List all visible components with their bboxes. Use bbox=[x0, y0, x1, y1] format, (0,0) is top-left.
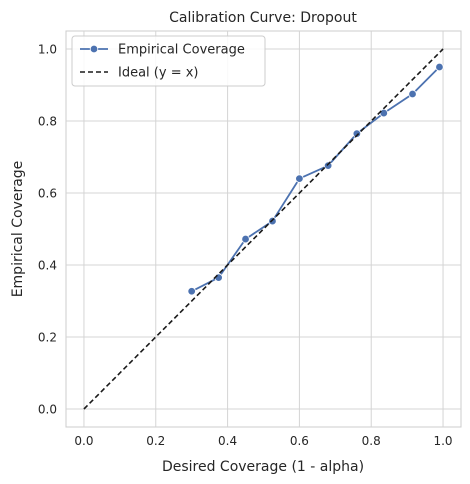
legend-box bbox=[71, 35, 266, 87]
series-line-empirical-coverage bbox=[191, 66, 441, 293]
x-tick-label: 0.8 bbox=[362, 434, 381, 448]
data-point-empirical-coverage bbox=[241, 234, 250, 244]
legend-label-empirical: Empirical Coverage bbox=[118, 43, 245, 58]
y-tick-label: 0.8 bbox=[38, 115, 57, 129]
x-tick-label: 0.2 bbox=[146, 434, 165, 448]
y-tick-label: 0.0 bbox=[38, 403, 57, 417]
data-point-empirical-coverage bbox=[408, 89, 417, 99]
data-point-empirical-coverage bbox=[187, 287, 196, 296]
x-axis-label: Desired Coverage (1 - alpha) bbox=[162, 459, 364, 475]
legend-label-ideal: Ideal (y = x) bbox=[118, 66, 198, 81]
x-tick-labels: 0.0 0.2 0.4 0.6 0.8 1.0 bbox=[74, 434, 452, 448]
y-tick-label: 0.6 bbox=[38, 187, 57, 201]
x-tick-label: 1.0 bbox=[433, 434, 452, 448]
legend: Empirical Coverage Ideal (y = x) bbox=[71, 35, 266, 87]
y-tick-label: 0.2 bbox=[38, 331, 57, 345]
y-tick-labels: 0.0 0.2 0.4 0.6 0.8 1.0 bbox=[38, 43, 57, 417]
data-point-empirical-coverage bbox=[323, 161, 333, 170]
chart-title: Calibration Curve: Dropout bbox=[169, 10, 357, 26]
x-tick-label: 0.4 bbox=[218, 434, 237, 448]
grid-lines bbox=[66, 31, 461, 427]
legend-marker-empirical bbox=[89, 44, 99, 54]
y-axis-label: Empirical Coverage bbox=[10, 161, 26, 298]
y-tick-label: 1.0 bbox=[38, 43, 57, 57]
data-point-empirical-coverage bbox=[435, 62, 444, 72]
data-point-empirical-coverage bbox=[379, 108, 388, 118]
x-tick-label: 0.6 bbox=[290, 434, 309, 448]
y-tick-label: 0.4 bbox=[38, 259, 57, 273]
series-line-ideal bbox=[83, 48, 444, 410]
data-point-empirical-coverage bbox=[352, 129, 362, 138]
series-layer bbox=[83, 48, 444, 410]
x-tick-label: 0.0 bbox=[74, 434, 93, 448]
data-point-empirical-coverage bbox=[295, 174, 304, 183]
